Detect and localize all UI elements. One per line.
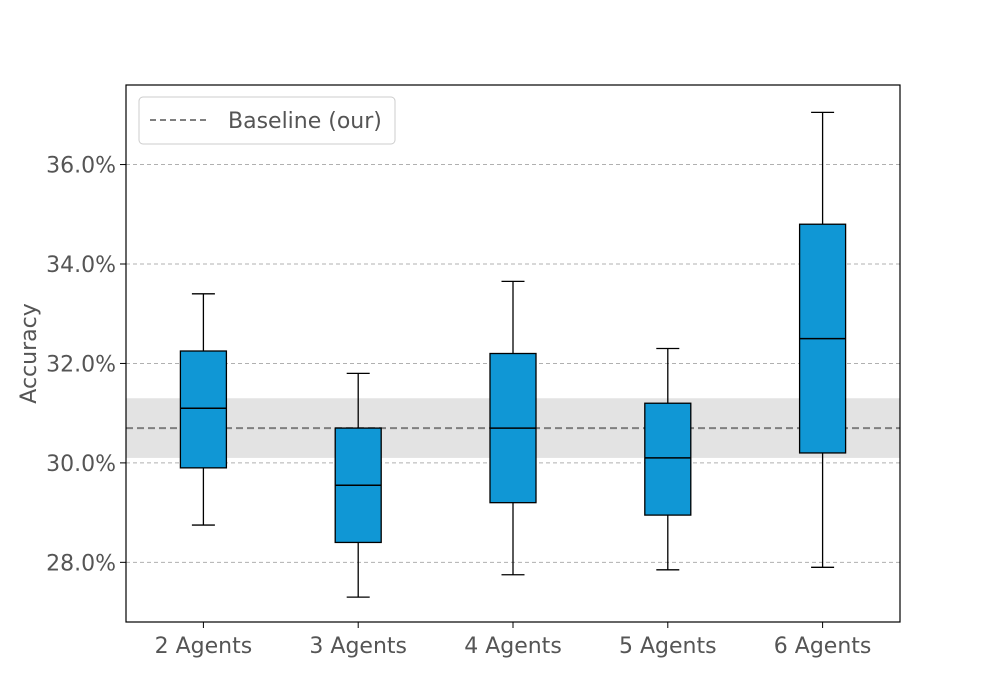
legend-baseline-label: Baseline (our) <box>228 109 382 134</box>
y-tick-label: 28.0% <box>46 551 116 576</box>
x-axis-ticks: 2 Agents 3 Agents 4 Agents 5 Agents 6 Agents <box>155 622 872 659</box>
box-iqr <box>179 350 228 469</box>
y-tick-label: 36.0% <box>46 154 116 179</box>
y-tick-label: 34.0% <box>46 253 116 278</box>
legend-box <box>138 96 396 145</box>
x-tick-label: 4 Agents <box>464 634 562 659</box>
boxes-layer <box>179 111 847 598</box>
box-4-agents <box>489 280 537 576</box>
x-tick-label: 2 Agents <box>155 634 253 659</box>
y-tick-label: 32.0% <box>46 352 116 377</box>
box-iqr <box>644 402 692 516</box>
y-tick-label: 30.0% <box>46 452 116 477</box>
x-tick-label: 3 Agents <box>309 634 407 659</box>
x-tick-label: 6 Agents <box>774 634 872 659</box>
box-6-agents <box>798 111 847 568</box>
x-tick-label: 5 Agents <box>619 634 717 659</box>
box-3-agents <box>334 372 382 598</box>
box-2-agents <box>179 293 228 526</box>
y-axis-ticks: 28.0% 30.0% 32.0% 34.0% 36.0% <box>46 154 126 576</box>
legend: Baseline (our) <box>138 96 396 145</box>
box-5-agents <box>644 347 692 571</box>
y-axis-label: Accuracy <box>17 303 42 403</box>
